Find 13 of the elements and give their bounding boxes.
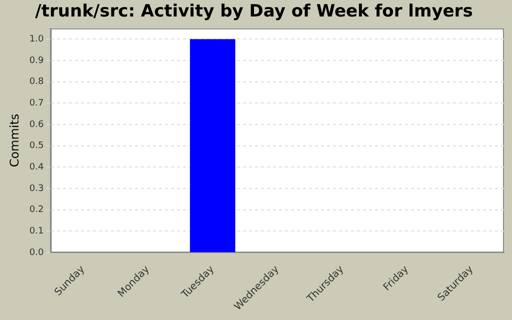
y-tick-label: 0.4 <box>29 162 44 173</box>
y-axis-title: Commits <box>7 114 22 168</box>
y-tick-label: 0.3 <box>29 184 44 194</box>
y-tick-label: 0.8 <box>29 77 44 88</box>
y-tick-label: 0.7 <box>29 98 44 108</box>
y-tick-label: 0.0 <box>29 248 44 258</box>
y-tick-label: 0.6 <box>29 120 44 130</box>
y-tick-label: 0.5 <box>29 141 44 152</box>
y-tick-label: 0.1 <box>29 226 44 237</box>
y-tick-label: 1.0 <box>29 34 44 44</box>
y-tick-label: 0.9 <box>29 56 44 66</box>
y-tick-label: 0.2 <box>29 205 44 216</box>
chart-title: /trunk/src: Activity by Day of Week for lmyers <box>35 2 473 22</box>
